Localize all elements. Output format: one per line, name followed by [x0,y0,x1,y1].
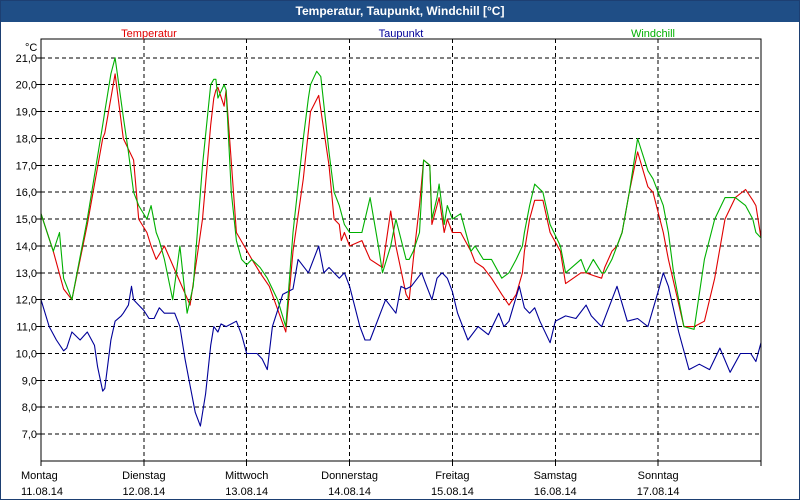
x-tick-label-date: 11.08.14 [21,486,63,498]
series-line-windchill [40,57,762,330]
y-tick-label: 9,0 [22,375,37,387]
y-tick-label: 21,0 [16,53,37,65]
x-tick-label-day: Freitag [435,470,469,482]
x-tick-label-date: 17.08.14 [637,486,680,498]
legend-temperatur: Temperatur [121,28,177,40]
plot-area [41,39,761,461]
y-tick-label: 17,0 [16,160,37,172]
y-tick-label: 16,0 [16,187,37,199]
y-tick-label: 20,0 [16,80,37,92]
y-tick-label: 8,0 [22,402,37,414]
y-tick-label: 7,0 [22,429,37,441]
plot-background [41,39,761,461]
x-tick-label-date: 12.08.14 [122,486,165,498]
y-tick-label: 10,0 [16,348,37,360]
y-tick-label: 12,0 [16,295,37,307]
y-tick-label: 11,0 [16,322,37,334]
y-tick-label: 19,0 [16,107,37,119]
x-tick-label-date: 15.08.14 [431,486,474,498]
x-tick-label-day: Dienstag [122,470,165,482]
series-line-taupunkt [40,245,762,427]
plot-border [40,38,762,462]
window-title: Temperatur, Taupunkt, Windchill [°C] [1,1,799,22]
axis-labels: 7,0 8,0 9,0 10,0 11,0 12,0 13,0 14,0 15,0 16,0 17,… [16,28,680,498]
axes [36,38,762,466]
x-tick-label-date: 16.08.14 [534,486,577,498]
x-tick-label-day: Sonntag [638,470,679,482]
x-tick-label-date: 13.08.14 [225,486,268,498]
y-tick-label: 13,0 [16,268,37,280]
series-lines [40,57,762,427]
x-tick-label-day: Montag [21,470,58,482]
y-tick-label: 18,0 [16,133,37,145]
x-tick-label-day: Donnerstag [321,470,378,482]
x-tick-label-day: Mittwoch [225,470,268,482]
y-axis-label: °C [25,42,37,54]
y-tick-label: 15,0 [16,214,37,226]
legend-windchill: Windchill [631,28,675,40]
x-tick-label-day: Samstag [534,470,577,482]
legend-taupunkt: Taupunkt [379,28,424,40]
y-tick-label: 14,0 [16,241,37,253]
x-tick-label-date: 14.08.14 [328,486,371,498]
